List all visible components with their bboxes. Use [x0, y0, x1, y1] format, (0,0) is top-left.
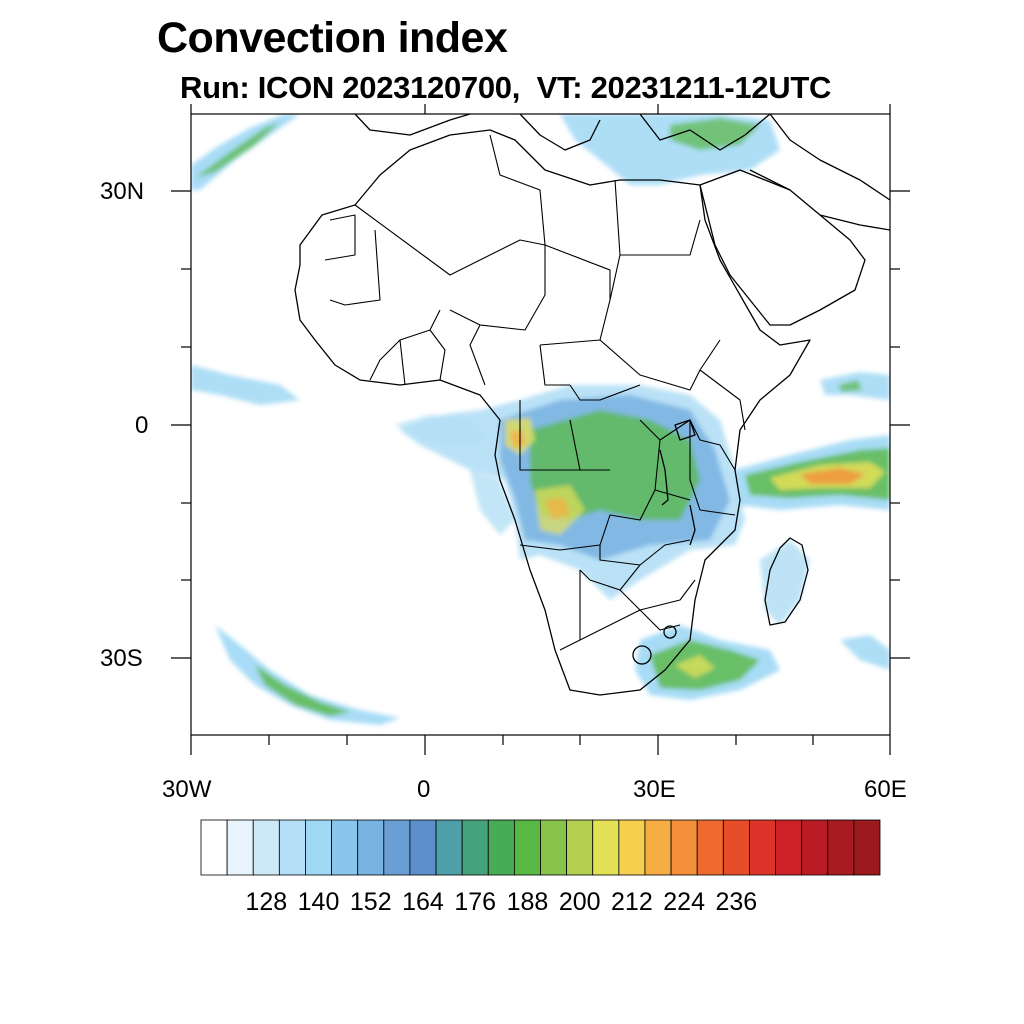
- colorbar-tick-label: 152: [349, 888, 392, 916]
- country-borders: [324, 134, 746, 651]
- arabia-coastline: [699, 169, 866, 326]
- lon-label-60e: 60E: [864, 776, 907, 803]
- middle-east-borders: [749, 114, 890, 231]
- colorbar-swatch: [853, 819, 881, 876]
- colorbar-tick-label: 164: [402, 888, 444, 916]
- colorbar-tick-label: 140: [297, 888, 340, 916]
- colorbar-swatch: [566, 819, 594, 876]
- colorbar-swatch: [775, 819, 803, 876]
- convection-orange-gabon: [510, 430, 526, 448]
- colorbar-swatch: [592, 819, 620, 876]
- colorbar-swatch: [435, 819, 463, 876]
- convection-shading: [191, 114, 890, 725]
- lon-label-0: 0: [417, 776, 431, 803]
- lat-label-30s: 30S: [100, 645, 143, 672]
- europe-coastline: [354, 114, 771, 151]
- colorbar-swatch: [383, 819, 411, 876]
- colorbar-swatch: [278, 819, 306, 876]
- convection-region-southeast: [840, 635, 890, 670]
- colorbar-swatch: [827, 819, 855, 876]
- colorbar-tick-label: 212: [611, 888, 653, 916]
- colorbar-tick-label: 176: [454, 888, 497, 916]
- colorbar-tick-label: 224: [663, 888, 705, 916]
- convection-region-madagascar: [760, 540, 810, 625]
- colorbar-swatch: [200, 819, 228, 876]
- colorbar-swatch: [331, 819, 359, 876]
- convection-core-mediterranean: [670, 118, 760, 150]
- colorbar-tick-label: 188: [506, 888, 549, 916]
- lon-label-30w: 30W: [162, 776, 212, 803]
- convection-yellow-south-africa: [675, 655, 715, 678]
- colorbar: [200, 819, 881, 876]
- convection-region-south-atlantic: [215, 625, 400, 725]
- colorbar-swatch: [487, 819, 515, 876]
- convection-core-arabian-sea: [838, 380, 862, 392]
- colorbar-swatch: [722, 819, 750, 876]
- madagascar-coastline: [764, 537, 809, 626]
- colorbar-swatch: [670, 819, 698, 876]
- colorbar-swatch: [461, 819, 489, 876]
- lake-malawi: [689, 504, 696, 546]
- colorbar-swatch: [409, 819, 437, 876]
- lesotho-border: [632, 645, 652, 665]
- boundaries: [294, 114, 890, 696]
- colorbar-swatch: [305, 819, 332, 876]
- convection-orange-indian-ocean: [800, 468, 865, 484]
- lon-label-30e: 30E: [633, 776, 676, 803]
- convection-region-north-atlantic: [191, 114, 300, 190]
- convection-region-gulf-guinea: [395, 415, 490, 445]
- colorbar-swatch: [357, 819, 385, 876]
- chart-title: Convection index: [157, 14, 508, 62]
- chart-subtitle: Run: ICON 2023120700, VT: 20231211-12UTC: [180, 70, 832, 105]
- lat-label-30n: 30N: [100, 178, 145, 205]
- lake-tanganyika: [659, 449, 669, 506]
- convection-core-south-atlantic: [255, 665, 350, 716]
- eswatini-border: [663, 625, 677, 639]
- lake-victoria: [674, 419, 696, 441]
- lat-label-0: 0: [135, 412, 149, 439]
- colorbar-swatch: [644, 819, 672, 876]
- convection-region-west-coast: [470, 470, 515, 535]
- colorbar-swatch: [540, 819, 568, 876]
- colorbar-swatch: [252, 819, 280, 876]
- colorbar-swatch: [749, 819, 776, 876]
- convection-core-north-atlantic: [195, 122, 280, 178]
- axis-ticks: [171, 104, 910, 755]
- convection-region-west-atlantic: [191, 365, 300, 405]
- colorbar-swatch: [696, 819, 724, 876]
- colorbar-swatch: [226, 819, 254, 876]
- colorbar-swatch: [618, 819, 646, 876]
- convection-orange-angola: [545, 498, 570, 520]
- colorbar-swatch: [801, 819, 829, 876]
- colorbar-tick-label: 236: [715, 888, 758, 916]
- colorbar-swatch: [513, 819, 541, 876]
- colorbar-tick-label: 200: [558, 888, 601, 916]
- colorbar-tick-label: 128: [245, 888, 288, 916]
